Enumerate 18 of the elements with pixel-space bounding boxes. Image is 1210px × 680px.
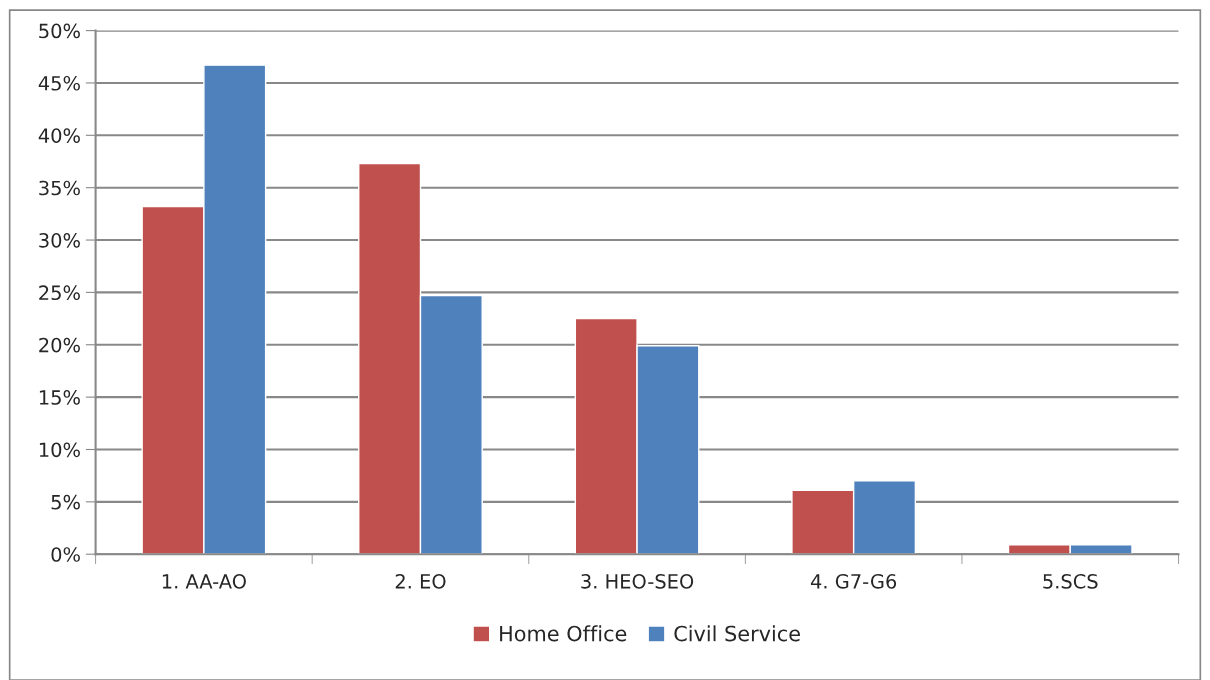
y-tick-label: 10% bbox=[39, 442, 80, 458]
y-tick-label: 35% bbox=[39, 180, 80, 196]
y-tick-label: 15% bbox=[39, 390, 80, 405]
x-tick-label: 4. G7-G6 bbox=[810, 573, 897, 589]
y-tick-label: 20% bbox=[39, 337, 80, 353]
x-tick-label: 2. EO bbox=[395, 573, 446, 589]
legend-label: Civil Service bbox=[674, 625, 800, 642]
y-tick-label: 5% bbox=[51, 494, 80, 510]
y-tick-label: 25% bbox=[39, 285, 80, 301]
y-tick-label: 0% bbox=[51, 547, 80, 562]
y-tick-label: 40% bbox=[38, 128, 80, 143]
y-tick-label: 45% bbox=[38, 75, 80, 91]
y-tick-label: 50% bbox=[39, 23, 80, 39]
y-tick-label: 30% bbox=[39, 233, 80, 248]
legend-label: Home Office bbox=[500, 625, 627, 642]
x-tick-label: 3. HEO-SEO bbox=[581, 573, 694, 589]
x-tick-label: 1. AA-AO bbox=[162, 573, 246, 589]
x-tick-label: 5.SCS bbox=[1043, 573, 1098, 589]
